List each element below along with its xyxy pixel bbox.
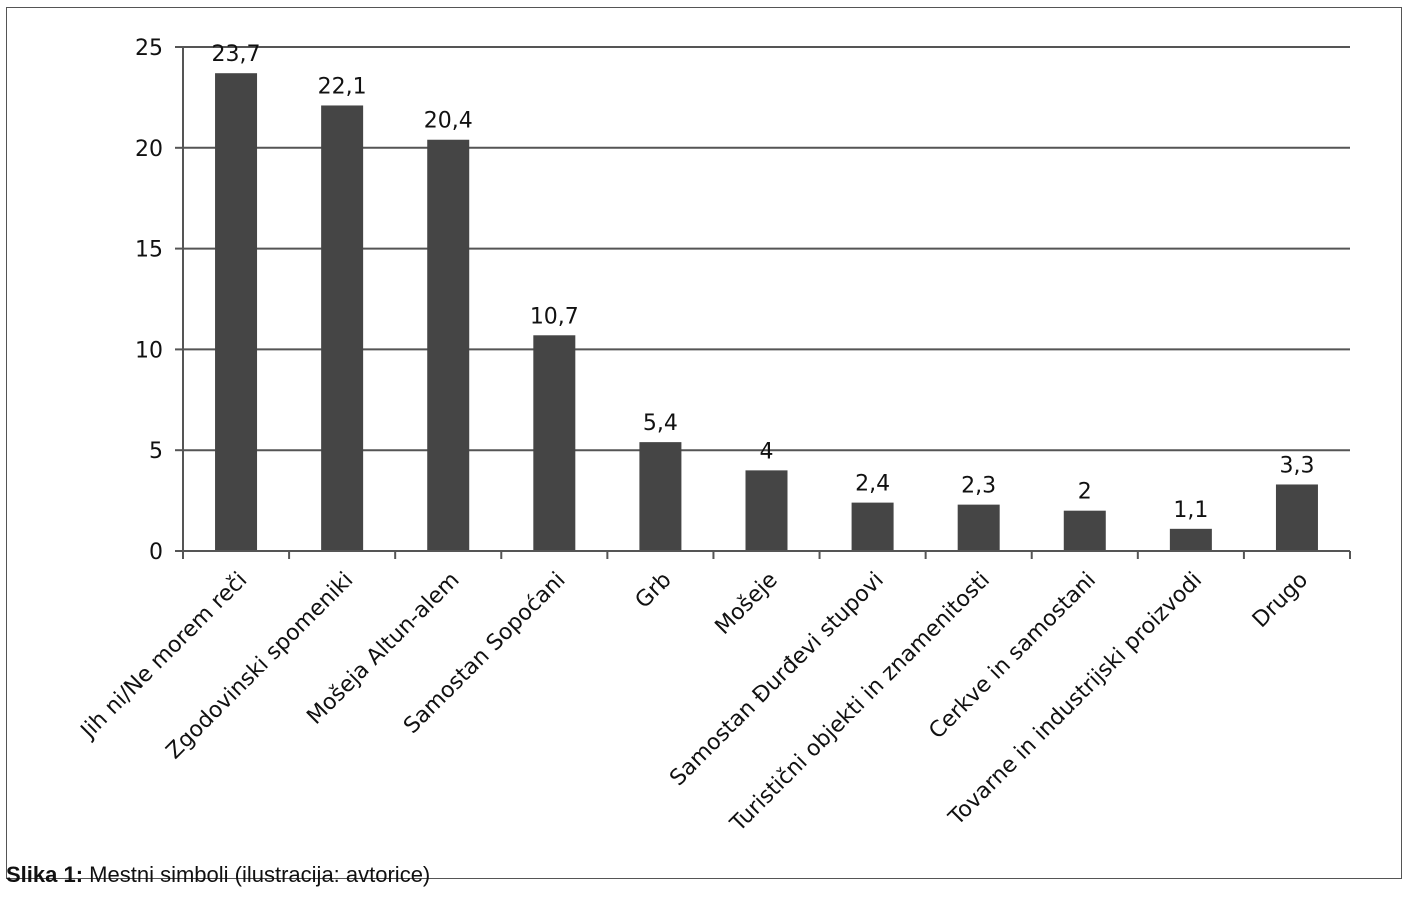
bar bbox=[533, 335, 576, 551]
bar bbox=[745, 470, 788, 551]
bar bbox=[1169, 528, 1212, 551]
y-tick-label: 15 bbox=[135, 238, 163, 263]
bar bbox=[321, 105, 364, 552]
bar bbox=[1063, 510, 1106, 551]
y-tick-labels: 0 5 10 15 20 25 bbox=[135, 36, 163, 565]
category-label: Samostan Đurđevi stupovi bbox=[665, 568, 889, 792]
data-labels: 23,7 22,1 20,4 10,7 5,4 4 2,4 2,3 2 1,1 3,3 bbox=[212, 42, 1315, 523]
data-label: 20,4 bbox=[424, 109, 473, 134]
data-label: 1,1 bbox=[1173, 498, 1208, 523]
data-label: 3,3 bbox=[1279, 453, 1314, 478]
caption-text: Mestni simboli (ilustracija: avtorice) bbox=[89, 862, 431, 887]
bar bbox=[851, 502, 894, 551]
y-tick-label: 5 bbox=[149, 439, 163, 464]
gridlines bbox=[183, 46, 1350, 452]
data-label: 10,7 bbox=[530, 304, 579, 329]
category-label: Mošeje bbox=[711, 568, 783, 640]
category-label: Zgodovinski spomeniki bbox=[162, 568, 359, 765]
caption-prefix: Slika 1: bbox=[6, 862, 84, 887]
data-label: 5,4 bbox=[643, 411, 678, 436]
data-label: 23,7 bbox=[212, 42, 261, 67]
y-tick-label: 25 bbox=[135, 36, 163, 61]
axes bbox=[175, 46, 1351, 559]
y-tick-label: 0 bbox=[149, 540, 163, 565]
data-label: 2,4 bbox=[855, 472, 890, 497]
data-label: 22,1 bbox=[318, 74, 367, 99]
category-label: Drugo bbox=[1248, 568, 1313, 633]
data-label: 2,3 bbox=[961, 474, 996, 499]
data-label: 4 bbox=[760, 439, 774, 464]
bar bbox=[427, 139, 470, 551]
y-tick-label: 20 bbox=[135, 137, 163, 162]
category-label: Grb bbox=[631, 568, 677, 614]
y-tick-label: 10 bbox=[135, 338, 163, 363]
chart-frame: 0 5 10 15 20 25 23,7 22,1 20,4 10,7 5,4 4 2,4 2,3 2 1,… bbox=[6, 7, 1402, 879]
bar-chart: 0 5 10 15 20 25 23,7 22,1 20,4 10,7 5,4 4 2,4 2,3 2 1,… bbox=[75, 36, 1351, 838]
bar bbox=[639, 442, 682, 551]
bar bbox=[957, 504, 1000, 551]
bars bbox=[215, 73, 1318, 552]
data-label: 2 bbox=[1078, 480, 1092, 505]
bar bbox=[1275, 484, 1318, 551]
category-label: Jih ni/Ne morem reči bbox=[75, 568, 252, 745]
figure-caption: Slika 1: Mestni simboli (ilustracija: av… bbox=[6, 862, 430, 888]
bar bbox=[215, 73, 258, 551]
